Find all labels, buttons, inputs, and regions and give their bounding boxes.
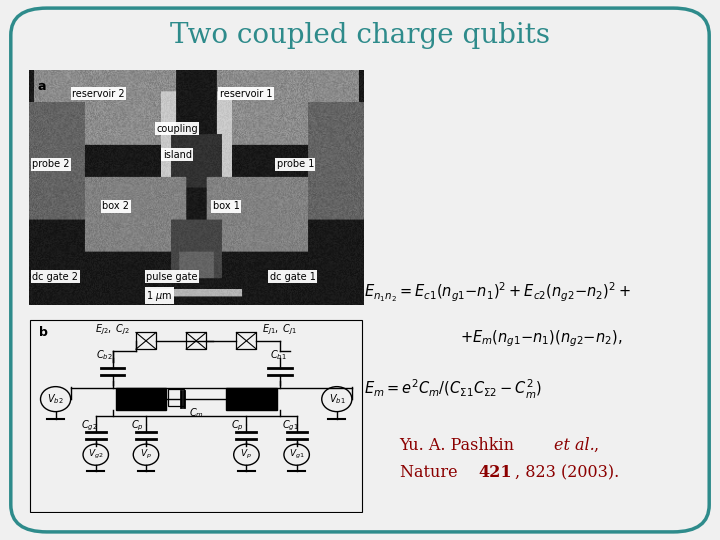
- Text: island: island: [163, 150, 192, 160]
- Text: $C_{g2}$: $C_{g2}$: [81, 418, 97, 433]
- Text: box 2: box 2: [102, 201, 130, 212]
- Bar: [168, 389, 184, 406]
- Text: $V_{b1}$: $V_{b1}$: [328, 392, 345, 406]
- Text: coupling: coupling: [156, 124, 198, 134]
- Text: $C_{b1}$: $C_{b1}$: [270, 348, 287, 362]
- Text: Nature: Nature: [400, 464, 467, 481]
- Text: , 823 (2003).: , 823 (2003).: [515, 464, 619, 481]
- Text: $V_p$: $V_p$: [140, 448, 152, 461]
- Text: reservoir 2: reservoir 2: [72, 89, 125, 99]
- Text: $V_{g1}$: $V_{g1}$: [289, 448, 305, 461]
- Text: dc gate 1: dc gate 1: [270, 272, 316, 282]
- Text: pulse gate: pulse gate: [146, 272, 197, 282]
- Bar: [236, 333, 256, 349]
- Text: $C_p$: $C_p$: [231, 418, 244, 433]
- Text: $V_{b2}$: $V_{b2}$: [48, 392, 64, 406]
- Text: et al.: et al.: [554, 437, 595, 454]
- Text: box 1: box 1: [213, 201, 240, 212]
- Text: $C_{b2}$: $C_{b2}$: [96, 348, 112, 362]
- Text: 1 $\mu$m: 1 $\mu$m: [146, 289, 172, 303]
- Bar: [116, 388, 166, 410]
- Bar: [186, 333, 206, 349]
- Text: $C_m$: $C_m$: [189, 406, 204, 420]
- Bar: [136, 333, 156, 349]
- Text: 421: 421: [478, 464, 512, 481]
- Text: reservoir 1: reservoir 1: [220, 89, 272, 99]
- Text: $V_p$: $V_p$: [240, 448, 253, 461]
- Text: a: a: [37, 80, 45, 93]
- Text: b: b: [39, 326, 48, 339]
- Text: $V_{g2}$: $V_{g2}$: [88, 448, 104, 461]
- Text: $+E_m(n_{g1}{-}n_1)(n_{g2}{-}n_2),$: $+E_m(n_{g1}{-}n_1)(n_{g2}{-}n_2),$: [460, 328, 623, 349]
- Text: Yu. A. Pashkin: Yu. A. Pashkin: [400, 437, 520, 454]
- Text: Two coupled charge qubits: Two coupled charge qubits: [170, 22, 550, 49]
- Text: $E_m = e^2C_m/(C_{\Sigma1}C_{\Sigma2} - C_m^2)$: $E_m = e^2C_m/(C_{\Sigma1}C_{\Sigma2} - …: [364, 378, 541, 401]
- Bar: [226, 388, 276, 410]
- FancyBboxPatch shape: [11, 8, 709, 532]
- Text: dc gate 2: dc gate 2: [32, 272, 78, 282]
- Text: $E_{J2},\ C_{J2}$: $E_{J2},\ C_{J2}$: [95, 322, 130, 337]
- Text: ,: ,: [593, 437, 598, 454]
- Text: probe 2: probe 2: [32, 159, 70, 169]
- Text: $C_p$: $C_p$: [131, 418, 144, 433]
- Text: $C_{g1}$: $C_{g1}$: [282, 418, 298, 433]
- Text: probe 1: probe 1: [276, 159, 314, 169]
- Text: $E_{n_1n_2} = E_{c1}(n_{g1}{-}n_1)^2 + E_{c2}(n_{g2}{-}n_2)^2 +$: $E_{n_1n_2} = E_{c1}(n_{g1}{-}n_1)^2 + E…: [364, 281, 631, 304]
- Text: $E_{J1},\ C_{J1}$: $E_{J1},\ C_{J1}$: [262, 322, 297, 337]
